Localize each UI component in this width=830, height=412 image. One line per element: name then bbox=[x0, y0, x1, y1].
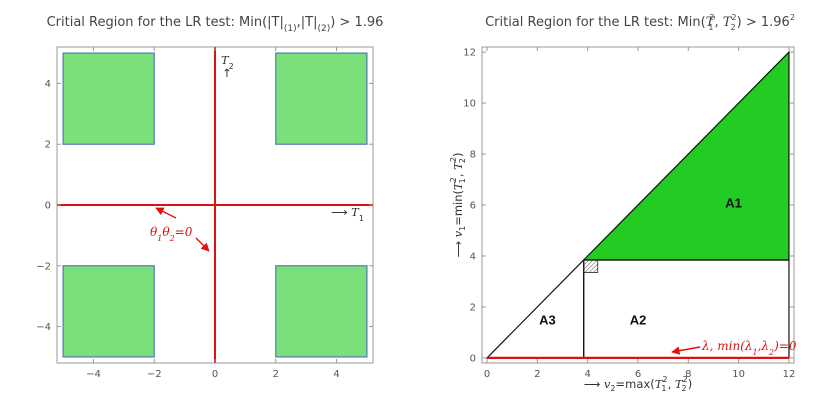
left-annotation-arrow-down bbox=[195, 237, 210, 252]
left-annotation-label: θ1θ2=0 bbox=[150, 225, 193, 243]
right-x-tick-label: 8 bbox=[685, 369, 691, 380]
right-y-tick-label: 6 bbox=[470, 201, 476, 212]
right-polygons bbox=[485, 50, 790, 360]
right-region-labels: A1 A2 A3 bbox=[539, 195, 742, 327]
left-x-tick-label: 2 bbox=[273, 369, 279, 380]
critical-region-2 bbox=[275, 52, 368, 145]
right-y-tick-label: 4 bbox=[470, 251, 476, 262]
right-y-tick-label: 8 bbox=[470, 150, 476, 161]
right-x-tick-label: 2 bbox=[534, 369, 540, 380]
critical-region-3 bbox=[62, 265, 155, 358]
right-x-tick-label: 4 bbox=[584, 369, 590, 380]
right-y-tick-label: 0 bbox=[470, 353, 476, 364]
left-chart-title: Critial Region for the LR test: Min(|T|(… bbox=[47, 15, 384, 34]
right-x-tick-label: 6 bbox=[635, 369, 641, 380]
hatched-box bbox=[583, 259, 599, 273]
left-y-tick-label: 0 bbox=[45, 201, 51, 212]
left-y-axis-arrow: ↑ bbox=[222, 66, 232, 80]
left-x-tick-label: 0 bbox=[212, 369, 218, 380]
left-y-tick-label: −2 bbox=[36, 261, 51, 272]
right-x-tick-label: 10 bbox=[732, 369, 745, 380]
right-y-tick-label: 12 bbox=[463, 48, 476, 59]
left-y-tick-label: 2 bbox=[45, 140, 51, 151]
left-x-ticks: −4 −2 0 2 4 bbox=[86, 47, 340, 380]
region-label-a2: A2 bbox=[630, 313, 647, 328]
left-y-axis-label: T2 bbox=[221, 53, 234, 71]
left-x-tick-label: −4 bbox=[86, 369, 101, 380]
region-label-a1: A1 bbox=[725, 195, 742, 210]
left-annotation-arrow-up bbox=[155, 207, 177, 219]
right-y-ticks: 0 2 4 6 8 10 12 bbox=[463, 48, 794, 364]
left-x-tick-label: 4 bbox=[333, 369, 339, 380]
left-chart: Critial Region for the LR test: Min(|T|(… bbox=[36, 15, 383, 380]
left-y-tick-label: 4 bbox=[45, 79, 51, 90]
critical-region-4 bbox=[275, 265, 368, 358]
right-annotation-arrow bbox=[671, 346, 701, 355]
left-lines bbox=[57, 47, 373, 363]
left-x-tick-label: −2 bbox=[147, 369, 162, 380]
left-y-tick-label: −4 bbox=[36, 322, 51, 333]
right-x-axis-label: ⟶ v2=max(T12, T22) bbox=[584, 375, 692, 393]
left-y-ticks: −4 −2 0 2 4 bbox=[36, 79, 373, 333]
right-x-tick-label: 0 bbox=[484, 369, 490, 380]
right-x-ticks: 0 2 4 6 8 10 12 bbox=[484, 47, 795, 380]
right-annotation-label: λ, min(λ1,λ2)=0 bbox=[701, 339, 797, 357]
right-y-axis-label: ⟶ v1=min(T12, T22) bbox=[449, 152, 467, 257]
right-chart-title: Critial Region for the LR test: Min(T12,… bbox=[485, 13, 795, 32]
right-chart: Critial Region for the LR test: Min(T12,… bbox=[449, 13, 797, 393]
right-y-tick-label: 10 bbox=[463, 99, 476, 110]
critical-region-1 bbox=[62, 52, 155, 145]
left-regions bbox=[62, 52, 368, 358]
region-label-a3: A3 bbox=[539, 313, 556, 328]
right-y-tick-label: 2 bbox=[470, 302, 476, 313]
left-x-axis-label: ⟶ T1 bbox=[331, 205, 364, 223]
right-x-tick-label: 12 bbox=[783, 369, 796, 380]
